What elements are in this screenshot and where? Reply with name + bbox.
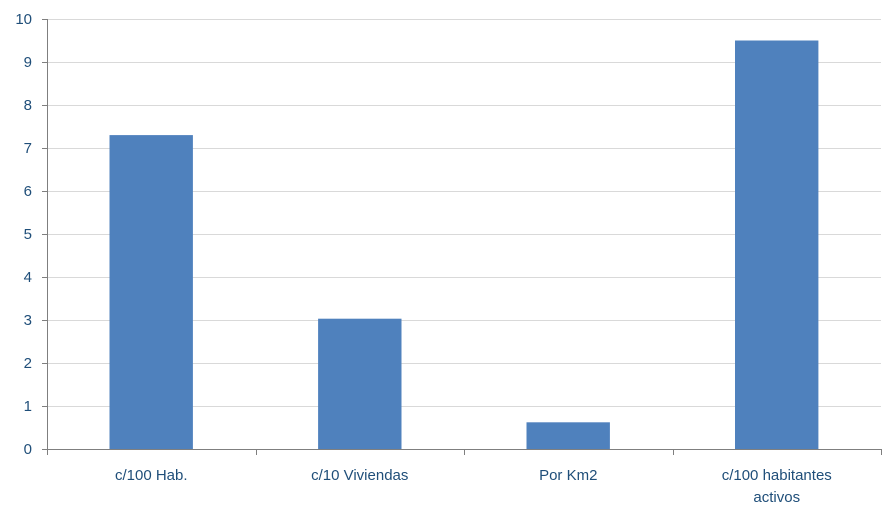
x-tick-label: Por Km2 [539, 467, 597, 484]
y-tick-label: 3 [24, 312, 32, 329]
y-tick-label: 4 [24, 269, 32, 286]
y-tick-label: 6 [24, 183, 32, 200]
y-tick-label: 0 [24, 441, 32, 458]
y-tick-label: 9 [24, 54, 32, 71]
x-tick-label: c/100 Hab. [115, 467, 188, 484]
bars [109, 40, 819, 449]
x-tick-label: c/10 Viviendas [311, 467, 408, 484]
y-tick-label: 5 [24, 226, 32, 243]
axes [42, 19, 882, 455]
y-tick-label: 1 [24, 398, 32, 415]
x-tick-labels: c/100 Hab. c/10 Viviendas Por Km2 c/100 hab… [115, 467, 832, 506]
y-tick-labels: 0 1 2 3 4 5 6 7 8 9 10 [15, 11, 32, 458]
bar-0 [109, 135, 193, 449]
bar-3 [735, 40, 819, 449]
x-tick-label: c/100 habitantes activos [722, 467, 832, 506]
y-tick-label: 8 [24, 97, 32, 114]
y-tick-label: 2 [24, 355, 32, 372]
y-tick-label: 10 [15, 11, 32, 28]
bar-1 [318, 318, 402, 449]
bar-2 [526, 422, 610, 449]
y-tick-label: 7 [24, 140, 32, 157]
